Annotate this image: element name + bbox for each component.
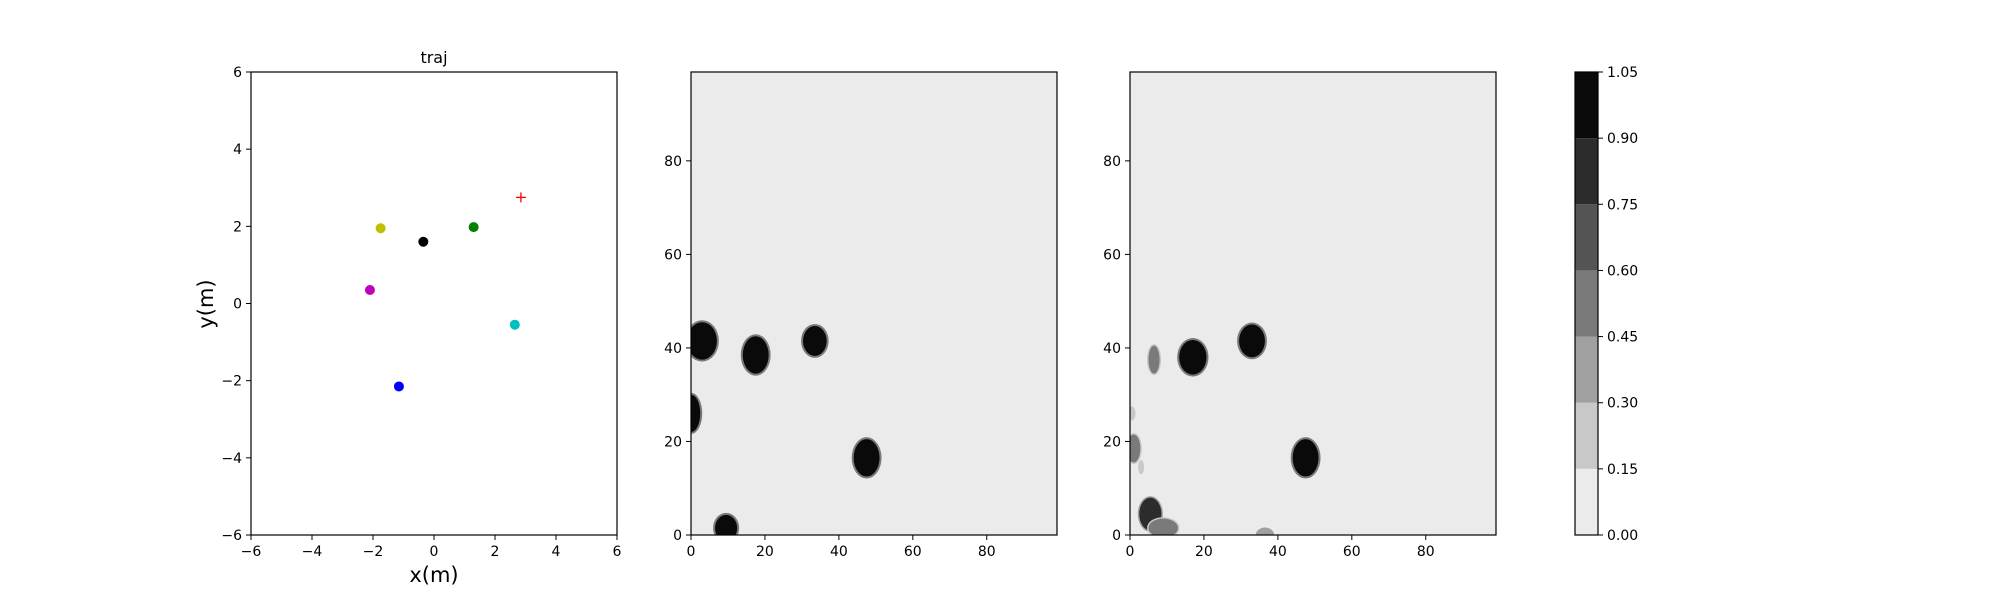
map-2-y-tick-label: 60 (1103, 247, 1121, 263)
colorbar-band (1575, 138, 1598, 205)
colorbar-ticks: 0.00 0.15 0.30 0.45 0.60 0.75 0.90 1.05 (1598, 65, 1638, 544)
map-2-obstacle-blob (1179, 339, 1207, 375)
traj-y-tick-label: −2 (221, 374, 242, 390)
colorbar-tick-label: 0.00 (1607, 528, 1638, 544)
map-2-x-tick-label: 80 (1417, 544, 1435, 560)
traj-y-tick-label: 4 (233, 142, 242, 158)
map-1-obstacle-blob (803, 325, 827, 356)
colorbar-tick-label: 0.15 (1607, 462, 1638, 478)
map-1-x-tick-label: 20 (756, 544, 774, 560)
traj-x-tick-label: −6 (241, 544, 262, 560)
map-1-field (691, 72, 1057, 535)
map-1-x-tick-label: 0 (687, 544, 696, 560)
map-1-y-tick-label: 40 (664, 341, 682, 357)
colorbar-bands (1575, 72, 1598, 535)
map-1-x-tick-label: 60 (904, 544, 922, 560)
traj-x-tick-label: −2 (363, 544, 384, 560)
agent-marker (468, 222, 479, 233)
traj-x-tick-label: 6 (613, 544, 622, 560)
map-2-obstacle-blob (1148, 518, 1179, 535)
map-1-obstacle-blob (691, 322, 717, 360)
map-panel-1: 0 20 40 60 80 0 20 40 60 80 (664, 71, 1058, 560)
traj-x-tick-label: 4 (552, 544, 561, 560)
colorbar-band (1575, 402, 1598, 469)
map-2-obstacle-blob (1138, 460, 1145, 475)
map-2-y-tick-label: 80 (1103, 154, 1121, 170)
map-2-obstacle-blob (1239, 324, 1265, 358)
map-1-obstacle-blob (715, 514, 738, 535)
map-2-obstacle-blob (1148, 345, 1160, 374)
map-1-obstacle-blob (853, 439, 880, 477)
agent-marker (393, 381, 404, 392)
map-1-y-tick-label: 0 (673, 528, 682, 544)
map-2-y-tick-label: 40 (1103, 341, 1121, 357)
traj-title: traj (420, 48, 447, 67)
agent-marker (364, 284, 375, 295)
traj-y-tick-label: 6 (233, 65, 242, 81)
colorbar-band (1575, 468, 1598, 535)
map-2-ticks: 0 20 40 60 80 0 20 40 60 80 (1103, 154, 1434, 560)
colorbar-tick-label: 1.05 (1607, 65, 1638, 81)
map-2-x-tick-label: 40 (1269, 544, 1287, 560)
colorbar-tick-label: 0.30 (1607, 396, 1638, 412)
colorbar-band (1575, 72, 1598, 139)
map-2-y-tick-label: 0 (1112, 528, 1121, 544)
map-2-field (1130, 72, 1496, 535)
traj-markers (364, 192, 526, 392)
traj-y-tick-label: 0 (233, 297, 242, 313)
goal-plus-marker (515, 192, 526, 203)
colorbar-frame (1574, 71, 1599, 536)
agent-marker (375, 223, 386, 234)
map-2-y-tick-label: 20 (1103, 434, 1121, 450)
map-1-frame (690, 71, 1058, 536)
traj-frame (250, 71, 618, 536)
traj-y-tick-label: 2 (233, 219, 242, 235)
agent-marker (509, 319, 520, 330)
colorbar-band (1575, 336, 1598, 403)
traj-ticks: −6 −4 −2 0 2 4 6 −6 −4 −2 0 2 4 6 (221, 65, 621, 560)
colorbar-tick-label: 0.45 (1607, 330, 1638, 346)
map-1-y-tick-label: 20 (664, 434, 682, 450)
map-1-y-tick-label: 60 (664, 247, 682, 263)
map-2-x-tick-label: 0 (1126, 544, 1135, 560)
colorbar-band (1575, 204, 1598, 271)
traj-y-tick-label: −4 (221, 451, 242, 467)
colorbar-tick-label: 0.75 (1607, 197, 1638, 213)
map-2-obstacle-blob (1255, 527, 1275, 535)
map-2-x-tick-label: 60 (1343, 544, 1361, 560)
map-1-ticks: 0 20 40 60 80 0 20 40 60 80 (664, 154, 995, 560)
traj-x-axis-label: x(m) (409, 563, 458, 587)
colorbar: 0.00 0.15 0.30 0.45 0.60 0.75 0.90 1.05 (1574, 65, 1638, 544)
traj-y-tick-label: −6 (221, 528, 242, 544)
map-2-obstacle-blob (1292, 439, 1319, 477)
traj-panel: traj −6 −4 −2 0 2 4 6 −6 −4 −2 0 2 4 6 x(m) y(m) (194, 48, 622, 587)
colorbar-tick-label: 0.90 (1607, 131, 1638, 147)
map-2-obstacle-blob (1130, 406, 1136, 421)
map-1-obstacle-blob (742, 336, 769, 374)
map-2-obstacle-blob (1130, 434, 1141, 463)
map-1-x-tick-label: 40 (830, 544, 848, 560)
map-1-y-tick-label: 80 (664, 154, 682, 170)
agent-marker (418, 236, 429, 247)
map-1-obstacle-blob (691, 394, 701, 433)
map-panel-2: 0 20 40 60 80 0 20 40 60 80 (1103, 71, 1497, 560)
traj-y-axis-label: y(m) (194, 279, 218, 328)
map-2-x-tick-label: 20 (1195, 544, 1213, 560)
map-2-frame (1129, 71, 1497, 536)
traj-x-tick-label: 0 (430, 544, 439, 560)
colorbar-band (1575, 270, 1598, 337)
colorbar-tick-label: 0.60 (1607, 263, 1638, 279)
traj-x-tick-label: −4 (302, 544, 323, 560)
map-1-x-tick-label: 80 (978, 544, 996, 560)
traj-x-tick-label: 2 (491, 544, 500, 560)
